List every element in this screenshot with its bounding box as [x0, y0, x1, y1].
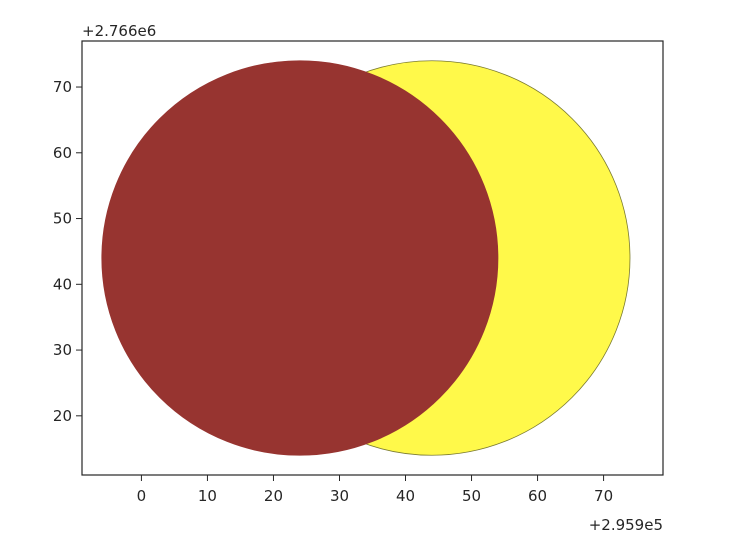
x-tick-label: 0	[137, 487, 147, 505]
y-axis-ticks: 20 30 40 50 60 70	[53, 78, 82, 425]
x-tick-label: 60	[528, 487, 547, 505]
x-tick-label: 50	[462, 487, 481, 505]
circle-2	[101, 60, 499, 456]
plot-frame	[81, 40, 664, 476]
x-axis-ticks: 0 10 20 30 40 50 60 70	[137, 475, 613, 505]
shapes-layer	[101, 60, 631, 456]
x-tick-label: 20	[264, 487, 283, 505]
x-tick-label: 10	[198, 487, 217, 505]
y-tick-label: 40	[53, 275, 72, 293]
y-tick-label: 20	[53, 407, 72, 425]
x-tick-label: 40	[396, 487, 415, 505]
y-tick-label: 70	[53, 78, 72, 96]
x-tick-label: 70	[594, 487, 613, 505]
x-axis-offset-label: +2.959e5	[589, 516, 663, 534]
y-axis-offset-label: +2.766e6	[82, 22, 156, 40]
y-tick-label: 60	[53, 144, 72, 162]
y-tick-label: 30	[53, 341, 72, 359]
x-tick-label: 30	[330, 487, 349, 505]
y-tick-label: 50	[53, 210, 72, 228]
